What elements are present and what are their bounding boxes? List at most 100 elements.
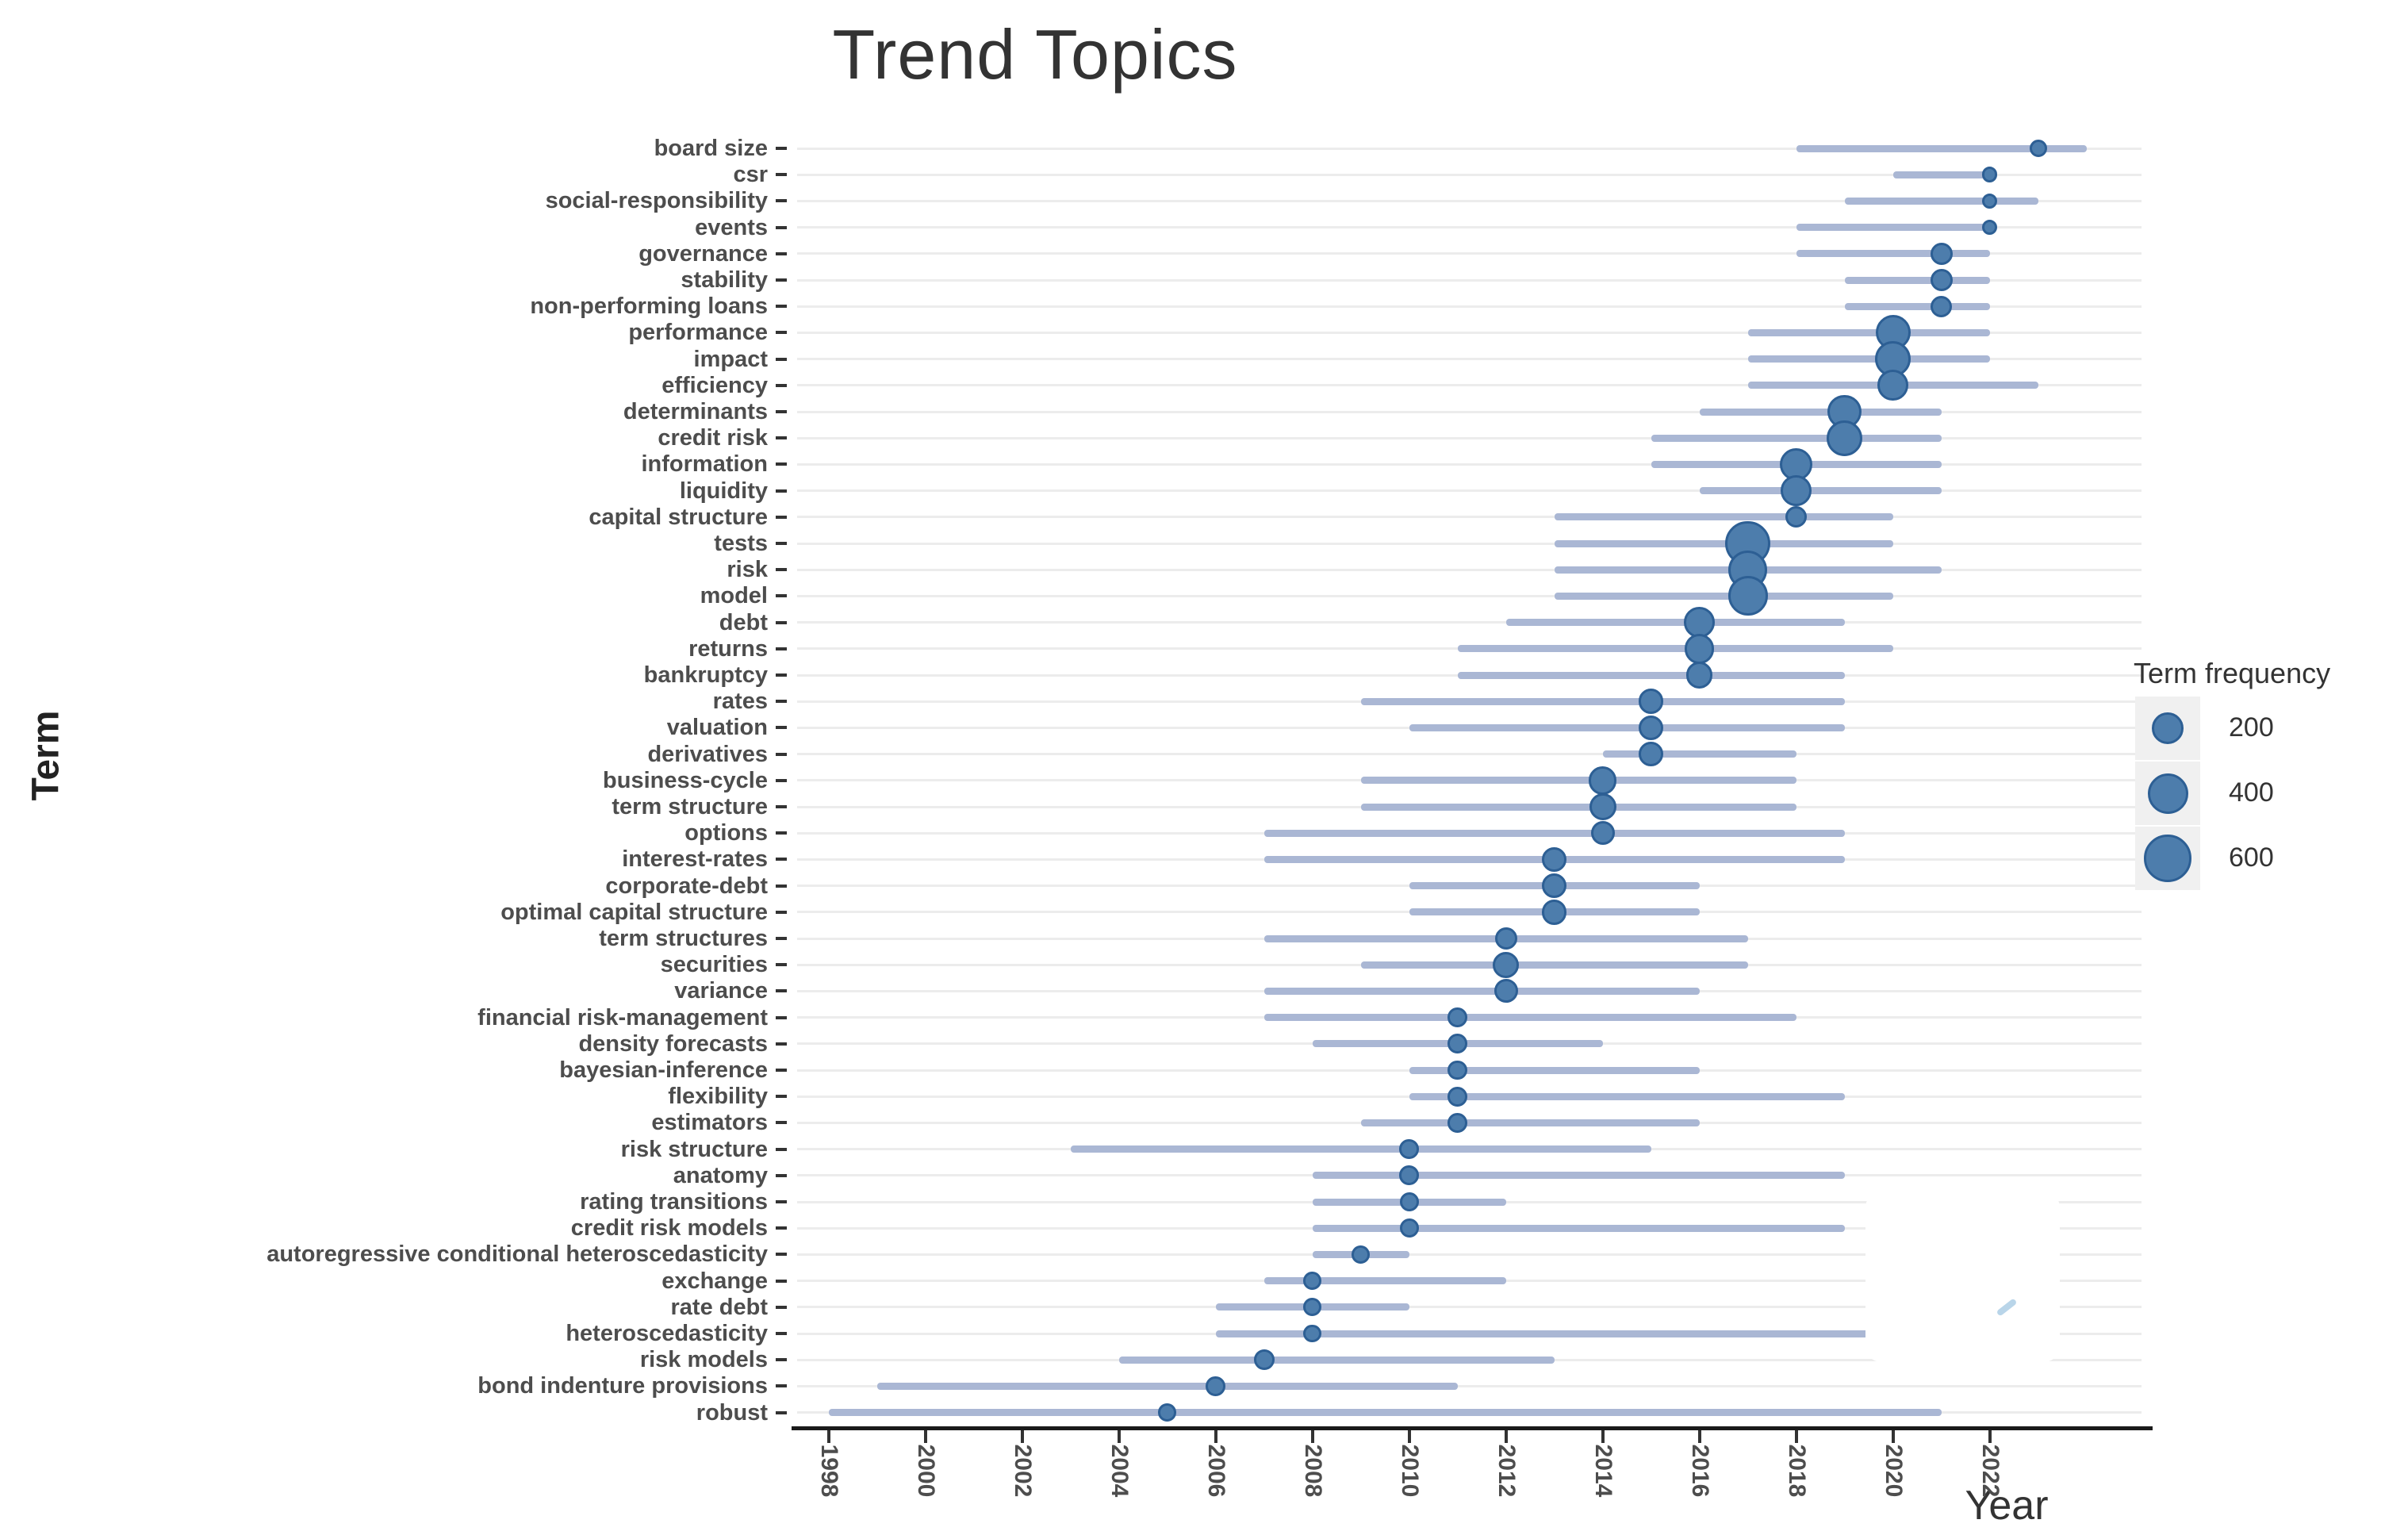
- term-year-range-line: [1360, 1119, 1700, 1126]
- term-median-year-dot: [1206, 1376, 1225, 1396]
- y-axis-term-label: capital structure: [589, 504, 768, 530]
- y-axis-term-label: credit risk models: [570, 1215, 768, 1241]
- term-median-year-dot: [1727, 576, 1768, 616]
- chart-title: Trend Topics: [832, 15, 1238, 94]
- y-axis-term-label: rates: [712, 689, 768, 715]
- y-axis-tick: [776, 1279, 787, 1283]
- y-axis-term-label: derivatives: [647, 741, 768, 767]
- term-median-year-dot: [1930, 268, 1953, 291]
- term-year-range-line: [1747, 355, 1990, 363]
- term-median-year-dot: [1158, 1403, 1176, 1422]
- term-median-year-dot: [1877, 370, 1908, 401]
- y-axis-term-label: performance: [628, 320, 768, 346]
- y-axis-term-label: determinants: [623, 399, 768, 424]
- y-axis-tick: [776, 700, 787, 704]
- y-axis-tick: [776, 410, 787, 413]
- y-axis-tick: [776, 1200, 787, 1203]
- row-gridline: [797, 199, 2142, 202]
- row-gridline: [797, 621, 2142, 624]
- y-axis-tick: [776, 884, 787, 888]
- term-median-year-dot: [1588, 766, 1617, 795]
- y-axis-tick: [776, 225, 787, 229]
- y-axis-tick: [776, 1095, 787, 1099]
- term-year-range-line: [1747, 328, 1990, 336]
- y-axis-term-label: liquidity: [679, 478, 768, 504]
- y-axis-tick: [776, 752, 787, 756]
- y-axis-term-label: csr: [733, 162, 768, 188]
- y-axis-term-label: anatomy: [673, 1162, 768, 1188]
- x-axis-tick: [1310, 1430, 1314, 1443]
- y-axis-term-label: rating transitions: [580, 1189, 768, 1215]
- y-axis-tick: [776, 383, 787, 387]
- y-axis-tick: [776, 1384, 787, 1388]
- y-axis-term-label: valuation: [666, 715, 768, 741]
- term-year-range-line: [1844, 302, 1990, 310]
- term-median-year-dot: [1447, 1007, 1467, 1027]
- row-gridline: [797, 384, 2142, 387]
- term-median-year-dot: [1493, 979, 1518, 1004]
- y-axis-term-label: bond indenture provisions: [477, 1373, 768, 1399]
- term-median-year-dot: [1981, 167, 1998, 182]
- row-gridline: [797, 226, 2142, 229]
- y-axis-tick: [776, 436, 787, 440]
- y-axis-tick: [776, 1042, 787, 1046]
- x-axis-tick: [1020, 1430, 1024, 1443]
- y-axis-tick: [776, 831, 787, 835]
- x-axis-tick: [1891, 1430, 1895, 1443]
- y-axis-tick: [776, 1332, 787, 1335]
- term-year-range-line: [1215, 1330, 1893, 1337]
- x-axis-year-label: 2006: [1202, 1444, 1229, 1498]
- term-median-year-dot: [1253, 1349, 1275, 1371]
- y-axis-term-label: heteroscedasticity: [566, 1321, 768, 1346]
- y-axis-term-label: bayesian-inference: [559, 1057, 768, 1083]
- y-axis-tick: [776, 1305, 787, 1309]
- y-axis-tick: [776, 542, 787, 545]
- row-gridline: [797, 305, 2142, 308]
- term-median-year-dot: [1447, 1060, 1467, 1080]
- y-axis-term-label: returns: [688, 635, 768, 662]
- term-year-range-line: [1699, 487, 1942, 495]
- term-median-year-dot: [1639, 742, 1663, 766]
- row-gridline: [797, 594, 2142, 597]
- x-axis-year-label: 1998: [815, 1444, 842, 1498]
- y-axis-tick: [776, 305, 787, 309]
- x-axis-year-label: 2020: [1880, 1444, 1907, 1498]
- x-axis-year-label: 2004: [1106, 1444, 1133, 1498]
- term-year-range-line: [1796, 224, 1990, 232]
- y-axis-term-label: information: [641, 451, 769, 478]
- row-gridline: [797, 278, 2142, 282]
- term-median-year-dot: [1303, 1324, 1321, 1343]
- x-axis-tick: [1117, 1430, 1121, 1443]
- term-median-year-dot: [1352, 1245, 1370, 1264]
- term-year-range-line: [876, 1382, 1458, 1390]
- y-axis-term-label: debt: [719, 609, 768, 635]
- term-year-range-line: [1892, 171, 1990, 178]
- term-year-range-line: [1118, 1356, 1555, 1364]
- y-axis-term-label: exchange: [661, 1268, 768, 1294]
- term-year-range-line: [1409, 723, 1845, 731]
- term-year-range-line: [1070, 1145, 1651, 1153]
- y-axis-term-label: optimal capital structure: [500, 899, 768, 925]
- term-median-year-dot: [1303, 1298, 1321, 1317]
- y-axis-tick: [776, 568, 787, 572]
- y-axis-tick: [776, 647, 787, 650]
- term-median-year-dot: [1399, 1139, 1419, 1159]
- y-axis-tick: [776, 278, 787, 282]
- term-median-year-dot: [1638, 715, 1664, 741]
- term-year-range-line: [1699, 408, 1942, 416]
- y-axis-tick: [776, 1358, 787, 1362]
- y-axis-tick: [776, 331, 787, 335]
- y-axis-term-label: non-performing loans: [530, 294, 768, 320]
- legend-size-label: 600: [2229, 842, 2274, 873]
- term-year-range-line: [1263, 829, 1845, 837]
- term-median-year-dot: [1981, 219, 1998, 236]
- term-year-range-line: [1263, 1014, 1796, 1022]
- y-axis-tick: [776, 1147, 787, 1151]
- term-year-range-line: [1457, 645, 1893, 653]
- row-gridline: [797, 331, 2142, 334]
- term-year-range-line: [1360, 697, 1845, 705]
- y-axis-tick: [776, 1410, 787, 1414]
- x-axis-year-label: 2008: [1299, 1444, 1326, 1498]
- x-axis-tick: [1407, 1430, 1411, 1443]
